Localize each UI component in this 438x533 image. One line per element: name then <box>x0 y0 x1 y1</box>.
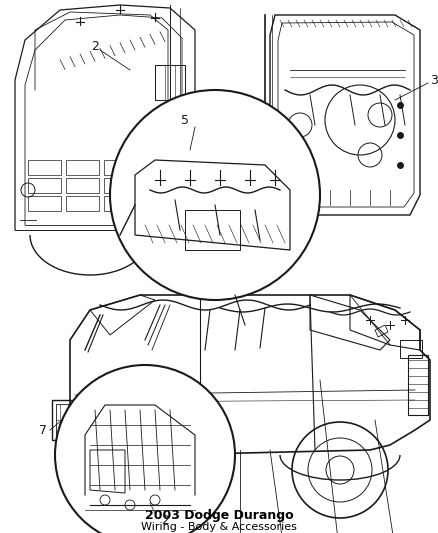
Text: 2: 2 <box>91 41 99 53</box>
Bar <box>28 196 61 211</box>
Bar <box>185 210 240 250</box>
Text: 3: 3 <box>430 74 438 86</box>
Text: 2: 2 <box>161 513 169 527</box>
Text: 1: 1 <box>0 532 1 533</box>
Bar <box>104 196 137 211</box>
Bar <box>66 160 99 175</box>
Bar <box>56 404 98 436</box>
Text: 6: 6 <box>0 532 1 533</box>
Bar <box>66 178 99 193</box>
Circle shape <box>110 90 320 300</box>
Text: 5: 5 <box>181 114 189 126</box>
Bar <box>408 355 428 415</box>
Bar <box>400 340 422 358</box>
Bar <box>52 400 102 440</box>
Text: 2: 2 <box>0 532 1 533</box>
Text: 2003 Dodge Durango: 2003 Dodge Durango <box>145 510 293 522</box>
Bar <box>104 178 137 193</box>
Bar <box>104 160 137 175</box>
Text: 7: 7 <box>39 424 47 437</box>
Bar <box>155 65 185 100</box>
Bar <box>28 178 61 193</box>
Text: Wiring - Body & Accessories: Wiring - Body & Accessories <box>141 522 297 532</box>
Circle shape <box>55 365 235 533</box>
Bar <box>28 160 61 175</box>
Text: 8: 8 <box>0 532 1 533</box>
Bar <box>66 196 99 211</box>
